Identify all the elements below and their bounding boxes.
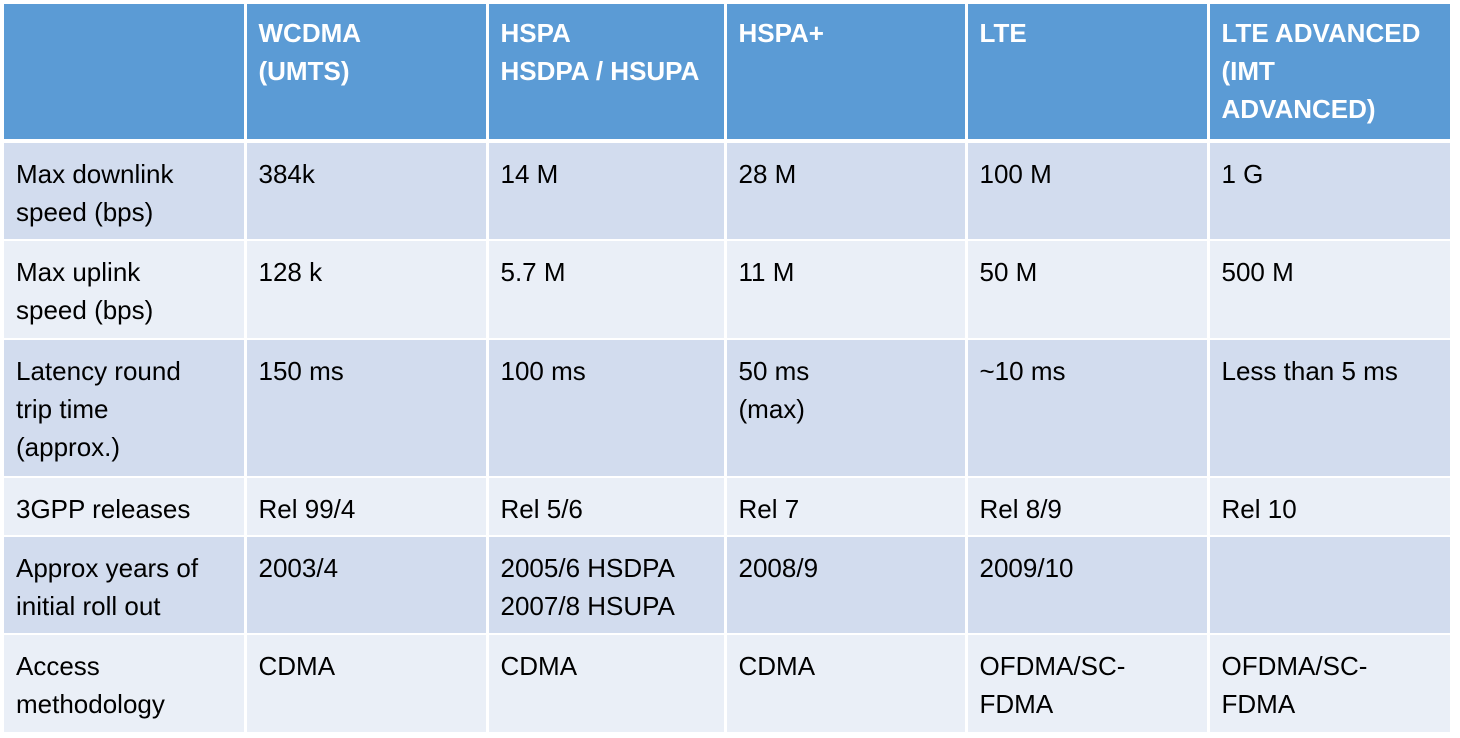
- row-label: Max uplink speed (bps): [4, 239, 247, 340]
- table-cell: 50 ms (max): [723, 338, 968, 478]
- mobile-standards-comparison-table: WCDMA (UMTS) HSPA HSDPA / HSUPA HSPA+ LT…: [4, 4, 1450, 734]
- table-row-3gpp-releases: 3GPP releases Rel 99/4 Rel 5/6 Rel 7 Rel…: [4, 476, 1450, 537]
- table-cell: 100 M: [964, 140, 1210, 241]
- table-cell: Rel 5/6: [485, 476, 727, 537]
- row-label: Max downlink speed (bps): [4, 140, 247, 241]
- table-cell: Less than 5 ms: [1206, 338, 1450, 478]
- table-row-max-uplink: Max uplink speed (bps) 128 k 5.7 M 11 M …: [4, 239, 1450, 340]
- table-cell: 384k: [243, 140, 489, 241]
- header-cell-blank: [4, 4, 247, 143]
- header-cell-hspa: HSPA HSDPA / HSUPA: [485, 4, 727, 143]
- table-body: Max downlink speed (bps) 384k 14 M 28 M …: [4, 140, 1450, 734]
- table-header: WCDMA (UMTS) HSPA HSDPA / HSUPA HSPA+ LT…: [4, 4, 1450, 143]
- table-cell: 1 G: [1206, 140, 1450, 241]
- table-cell: 50 M: [964, 239, 1210, 340]
- table-cell: CDMA: [723, 633, 968, 734]
- table-cell: CDMA: [243, 633, 489, 734]
- table-cell: 2005/6 HSDPA 2007/8 HSUPA: [485, 535, 727, 635]
- table-cell: 100 ms: [485, 338, 727, 478]
- row-label: Approx years of initial roll out: [4, 535, 247, 635]
- table-row-rollout-years: Approx years of initial roll out 2003/4 …: [4, 535, 1450, 635]
- table-cell: CDMA: [485, 633, 727, 734]
- header-cell-lte: LTE: [964, 4, 1210, 143]
- header-cell-wcdma: WCDMA (UMTS): [243, 4, 489, 143]
- table-cell: 14 M: [485, 140, 727, 241]
- header-cell-hspa-plus: HSPA+: [723, 4, 968, 143]
- table-cell: 5.7 M: [485, 239, 727, 340]
- table-cell: 11 M: [723, 239, 968, 340]
- table-cell: OFDMA/SC- FDMA: [1206, 633, 1450, 734]
- table-cell: 2008/9: [723, 535, 968, 635]
- table-cell: Rel 99/4: [243, 476, 489, 537]
- row-label: Access methodology: [4, 633, 247, 734]
- table-cell: Rel 8/9: [964, 476, 1210, 537]
- table-cell: 150 ms: [243, 338, 489, 478]
- table-cell: 128 k: [243, 239, 489, 340]
- table-cell: ~10 ms: [964, 338, 1210, 478]
- table-cell: Rel 7: [723, 476, 968, 537]
- table-row-access-methodology: Access methodology CDMA CDMA CDMA OFDMA/…: [4, 633, 1450, 734]
- table-cell: Rel 10: [1206, 476, 1450, 537]
- row-label: Latency round trip time (approx.): [4, 338, 247, 478]
- table-cell: 500 M: [1206, 239, 1450, 340]
- header-cell-lte-advanced: LTE ADVANCED (IMT ADVANCED): [1206, 4, 1450, 143]
- comparison-table-container: WCDMA (UMTS) HSPA HSDPA / HSUPA HSPA+ LT…: [4, 4, 1450, 734]
- table-cell: 2009/10: [964, 535, 1210, 635]
- table-cell: 28 M: [723, 140, 968, 241]
- table-row-max-downlink: Max downlink speed (bps) 384k 14 M 28 M …: [4, 140, 1450, 241]
- table-row-latency: Latency round trip time (approx.) 150 ms…: [4, 338, 1450, 478]
- header-row: WCDMA (UMTS) HSPA HSDPA / HSUPA HSPA+ LT…: [4, 4, 1450, 143]
- table-cell: 2003/4: [243, 535, 489, 635]
- table-cell: [1206, 535, 1450, 635]
- row-label: 3GPP releases: [4, 476, 247, 537]
- table-cell: OFDMA/SC- FDMA: [964, 633, 1210, 734]
